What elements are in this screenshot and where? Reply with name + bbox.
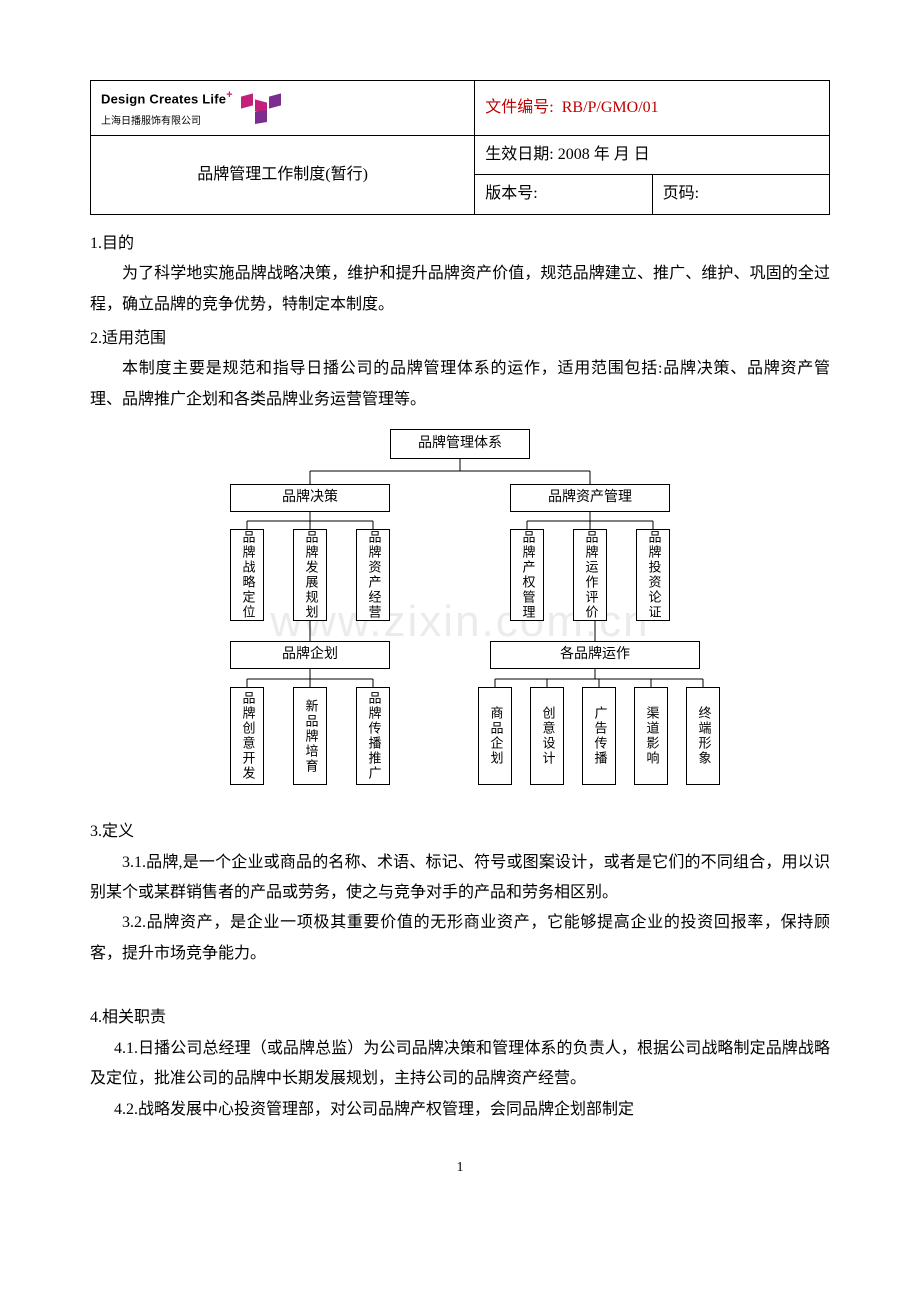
logo-line1: Design Creates Life+	[101, 85, 233, 112]
section-4-heading: 4.相关职责	[90, 1003, 830, 1033]
version-cell: 版本号:	[475, 175, 652, 214]
chart-root: 品牌管理体系	[390, 429, 530, 459]
logo-cell: Design Creates Life+ 上海日播服饰有限公司	[91, 81, 475, 136]
section-1-para: 为了科学地实施品牌战略决策，维护和提升品牌资产价值，规范品牌建立、推广、维护、巩…	[90, 259, 830, 320]
section-3-para2: 3.2.品牌资产，是企业一项极其重要价值的无形商业资产，它能够提高企业的投资回报…	[90, 908, 830, 969]
chart-l2b-c0: 品牌产权管理	[510, 529, 544, 621]
section-4-para2: 4.2.战略发展中心投资管理部，对公司品牌产权管理，会同品牌企划部制定	[90, 1095, 830, 1125]
section-2-heading: 2.适用范围	[90, 324, 830, 354]
chart-l3a: 品牌企划	[230, 641, 390, 669]
page-label-text: 页码:	[663, 185, 699, 202]
section-2-para: 本制度主要是规范和指导日播公司的品牌管理体系的运作，适用范围包括:品牌决策、品牌…	[90, 354, 830, 415]
header-table: Design Creates Life+ 上海日播服饰有限公司 文件编号: RB…	[90, 80, 830, 215]
chart-l2a-c1: 品牌发展规划	[293, 529, 327, 621]
eff-date-label: 生效日期:	[485, 146, 553, 163]
chart-l3b: 各品牌运作	[490, 641, 700, 669]
section-1-heading: 1.目的	[90, 229, 830, 259]
section-3-para1: 3.1.品牌,是一个企业或商品的名称、术语、标记、符号或图案设计，或者是它们的不…	[90, 848, 830, 909]
chart-l2a: 品牌决策	[230, 484, 390, 512]
doc-number-cell: 文件编号: RB/P/GMO/01	[475, 81, 830, 136]
chart-l3a-c2: 品牌传播推广	[356, 687, 390, 785]
chart-l3b-c0: 商品企划	[478, 687, 512, 785]
chart-l3b-c4: 终端形象	[686, 687, 720, 785]
logo: Design Creates Life+ 上海日播服饰有限公司	[101, 85, 464, 131]
doc-no-value: RB/P/GMO/01	[562, 99, 659, 116]
doc-no-label: 文件编号:	[485, 99, 553, 116]
page-cell: 页码:	[652, 175, 829, 214]
eff-date-cell: 生效日期: 2008 年 月 日	[475, 136, 830, 175]
page-number: 1	[90, 1155, 830, 1182]
chart-l2b: 品牌资产管理	[510, 484, 670, 512]
logo-line2: 上海日播服饰有限公司	[101, 112, 233, 131]
chart-l2b-c2: 品牌投资论证	[636, 529, 670, 621]
chart-l2a-c2: 品牌资产经营	[356, 529, 390, 621]
section-3-heading: 3.定义	[90, 817, 830, 847]
section-4-para1: 4.1.日播公司总经理（或品牌总监）为公司品牌决策和管理体系的负责人，根据公司战…	[90, 1034, 830, 1095]
chart-l2a-c0: 品牌战略定位	[230, 529, 264, 621]
chart-l3a-c1: 新品牌培育	[293, 687, 327, 785]
chart-l3b-c3: 渠道影响	[634, 687, 668, 785]
doc-title: 品牌管理工作制度(暂行)	[197, 166, 368, 183]
chart-l2b-c1: 品牌运作评价	[573, 529, 607, 621]
page: Design Creates Life+ 上海日播服饰有限公司 文件编号: RB…	[90, 80, 830, 1182]
chart-l3b-c2: 广告传播	[582, 687, 616, 785]
chart-l3a-c0: 品牌创意开发	[230, 687, 264, 785]
eff-date-value: 2008 年 月 日	[558, 146, 650, 163]
logo-icon	[241, 93, 289, 123]
org-chart: www.zixin.com.cn 品牌管理体系 品牌决策 品牌资产管理 品牌战略…	[190, 429, 730, 799]
doc-title-cell: 品牌管理工作制度(暂行)	[91, 136, 475, 215]
chart-l3b-c1: 创意设计	[530, 687, 564, 785]
version-label: 版本号:	[485, 185, 537, 202]
